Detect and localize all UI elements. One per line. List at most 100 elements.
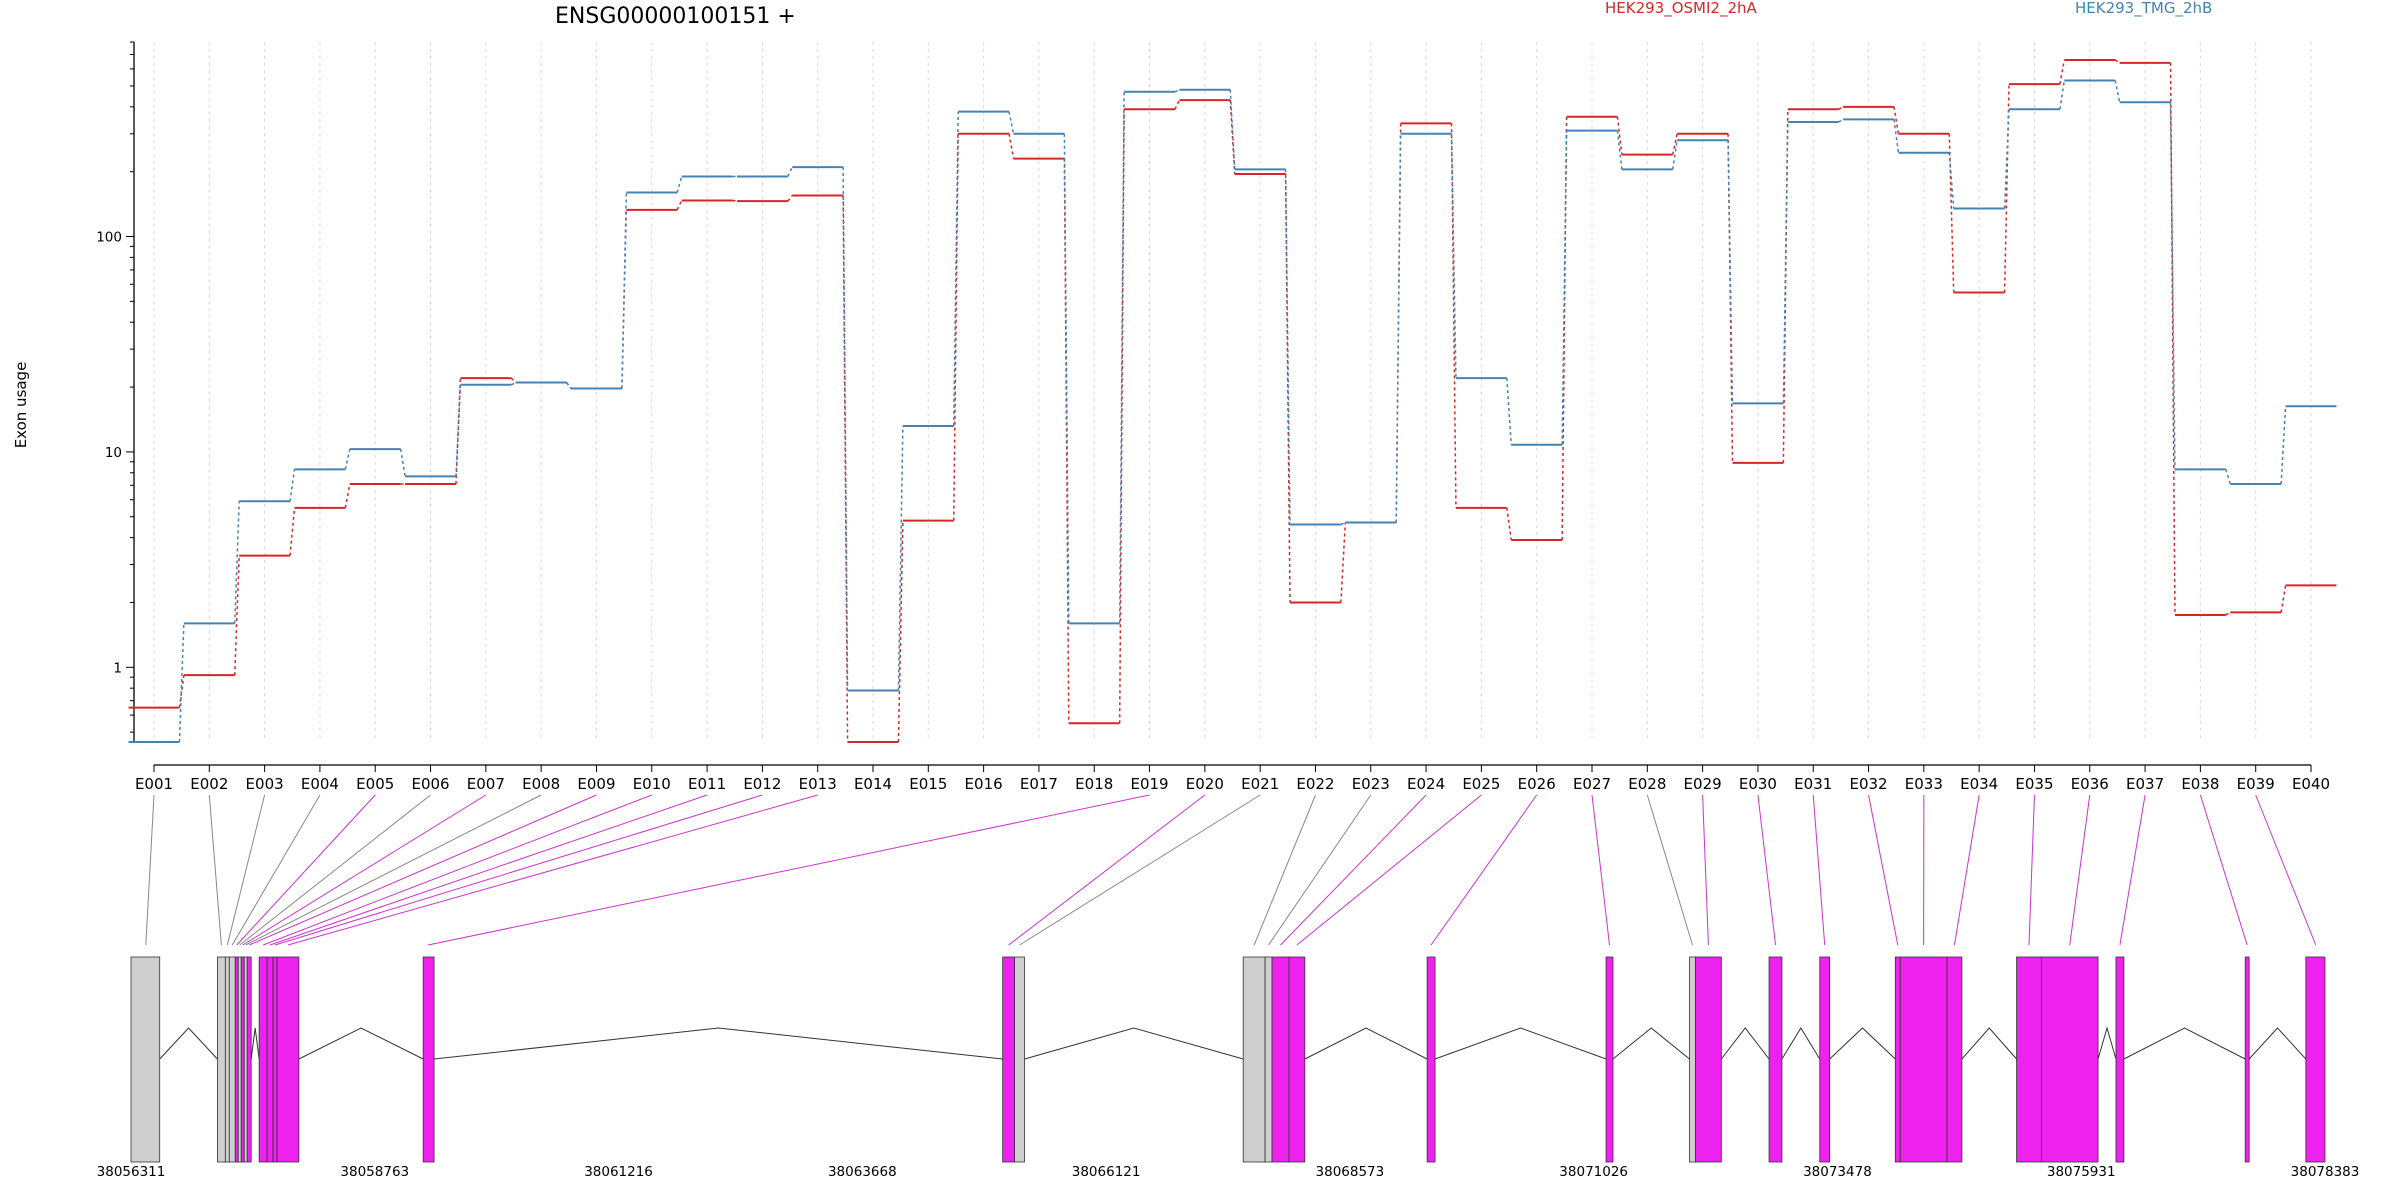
x-tick-label-e024: E024 bbox=[1407, 775, 1445, 793]
series-2-connector bbox=[344, 448, 351, 470]
exon-box bbox=[2016, 956, 2042, 1163]
exon-link-e013 bbox=[287, 794, 818, 946]
y-tick-label: 10 bbox=[105, 445, 122, 461]
series-2-connector bbox=[2280, 406, 2287, 484]
series-1-connector bbox=[1340, 522, 1347, 603]
series-1-connector bbox=[2280, 585, 2287, 613]
intron-line bbox=[1304, 1027, 1428, 1060]
exon-link-e039 bbox=[2255, 794, 2317, 946]
series-2-connector bbox=[2114, 80, 2121, 103]
exon-box bbox=[1288, 956, 1306, 1163]
series-2-connector bbox=[1893, 119, 1900, 153]
exon-link-e020 bbox=[1008, 794, 1206, 946]
intron-line bbox=[1024, 1027, 1244, 1060]
series-2-connector bbox=[2059, 80, 2066, 110]
x-tick-label-e019: E019 bbox=[1130, 775, 1168, 793]
exon-link-e009 bbox=[248, 794, 597, 946]
exon-box bbox=[1819, 956, 1831, 1163]
series-1-connector bbox=[897, 520, 904, 743]
series-1-connector bbox=[1450, 123, 1457, 508]
x-tick-label-e028: E028 bbox=[1628, 775, 1666, 793]
intron-line bbox=[1612, 1027, 1690, 1060]
exon-box bbox=[2244, 956, 2250, 1163]
legend-series-1: HEK293_OSMI2_2hA bbox=[1605, 0, 1758, 18]
exon-link-e034 bbox=[1953, 794, 1980, 946]
x-tick-label-e004: E004 bbox=[301, 775, 339, 793]
exon-link-e008 bbox=[245, 794, 542, 946]
series-lines bbox=[128, 58, 2337, 743]
series-1-connector bbox=[732, 199, 738, 202]
exon-box bbox=[246, 956, 252, 1163]
series-2-connector bbox=[1450, 133, 1457, 379]
x-tick-label-e016: E016 bbox=[965, 775, 1003, 793]
exon-box bbox=[1899, 956, 1948, 1163]
exon-box bbox=[237, 956, 242, 1163]
exon-link-e025 bbox=[1296, 794, 1482, 946]
x-tick-label-e011: E011 bbox=[688, 775, 726, 793]
series-1-connector bbox=[1948, 133, 1955, 293]
series-2-connector bbox=[289, 469, 296, 502]
x-tick-label-e039: E039 bbox=[2237, 775, 2275, 793]
exon-box bbox=[130, 956, 161, 1163]
series-1-connector bbox=[1506, 507, 1512, 541]
exon-box bbox=[1002, 956, 1015, 1163]
x-tick-label-e027: E027 bbox=[1573, 775, 1611, 793]
exon-link-e032 bbox=[1868, 794, 1899, 946]
x-tick-label-e026: E026 bbox=[1518, 775, 1556, 793]
x-tick-label-e006: E006 bbox=[411, 775, 449, 793]
exon-link-e002 bbox=[208, 794, 222, 946]
coordinate-label: 38063668 bbox=[828, 1164, 897, 1180]
series-1-connector bbox=[842, 195, 849, 743]
series-1-connector bbox=[2225, 611, 2231, 616]
series-2-connector bbox=[1340, 521, 1346, 526]
intron-line bbox=[2097, 1026, 2117, 1060]
exon-box bbox=[258, 956, 268, 1163]
series-1-connector bbox=[1893, 106, 1900, 134]
x-tick-label-e007: E007 bbox=[467, 775, 505, 793]
series-2-connector bbox=[2225, 469, 2231, 485]
series-2-connector bbox=[1506, 378, 1512, 445]
series-2-connector bbox=[1229, 89, 1236, 170]
x-tick-label-e021: E021 bbox=[1241, 775, 1279, 793]
series-2-connector bbox=[1727, 140, 1734, 404]
intron-line bbox=[2248, 1027, 2307, 1060]
exon-link-e005 bbox=[236, 794, 376, 946]
series-1-connector bbox=[289, 507, 296, 556]
series-2-connector bbox=[233, 501, 240, 624]
exon-link-e006 bbox=[239, 794, 431, 946]
x-tick-label-e001: E001 bbox=[135, 775, 173, 793]
exon-box bbox=[1695, 956, 1722, 1163]
x-tick-label-e010: E010 bbox=[633, 775, 671, 793]
series-2-connector bbox=[178, 623, 185, 743]
x-tick-label-e003: E003 bbox=[246, 775, 284, 793]
x-tick-label-e030: E030 bbox=[1739, 775, 1777, 793]
coordinate-label: 38075931 bbox=[2047, 1164, 2116, 1180]
y-axis: 1 10 100 bbox=[96, 41, 135, 742]
exon-link-e027 bbox=[1591, 794, 1611, 946]
intron-line bbox=[1781, 1027, 1821, 1060]
exon-box bbox=[1946, 956, 1963, 1163]
series-1-connector bbox=[1174, 99, 1181, 110]
exon-link-e012 bbox=[274, 794, 763, 946]
legend-series-2: HEK293_TMG_2hB bbox=[2075, 0, 2212, 18]
x-tick-label-e013: E013 bbox=[799, 775, 837, 793]
exon-box bbox=[266, 956, 274, 1163]
intron-line bbox=[434, 1027, 1003, 1060]
series-2-connector bbox=[842, 167, 849, 691]
exon-link-e031 bbox=[1812, 794, 1826, 946]
series-2-connector bbox=[565, 382, 572, 389]
intron-line bbox=[1720, 1027, 1770, 1060]
x-tick-label-e033: E033 bbox=[1905, 775, 1943, 793]
coordinate-label: 38061216 bbox=[584, 1164, 653, 1180]
series-2-connector bbox=[1395, 133, 1402, 523]
x-tick-label-e005: E005 bbox=[356, 775, 394, 793]
series-2-connector bbox=[897, 425, 904, 691]
exon-box bbox=[1242, 956, 1266, 1163]
exon-box bbox=[240, 956, 245, 1163]
series-1-connector bbox=[2059, 59, 2066, 85]
series-2-connector bbox=[1063, 133, 1070, 624]
series-1-connector bbox=[233, 555, 240, 676]
exon-box bbox=[1605, 956, 1614, 1163]
exon-link-e011 bbox=[269, 794, 708, 946]
